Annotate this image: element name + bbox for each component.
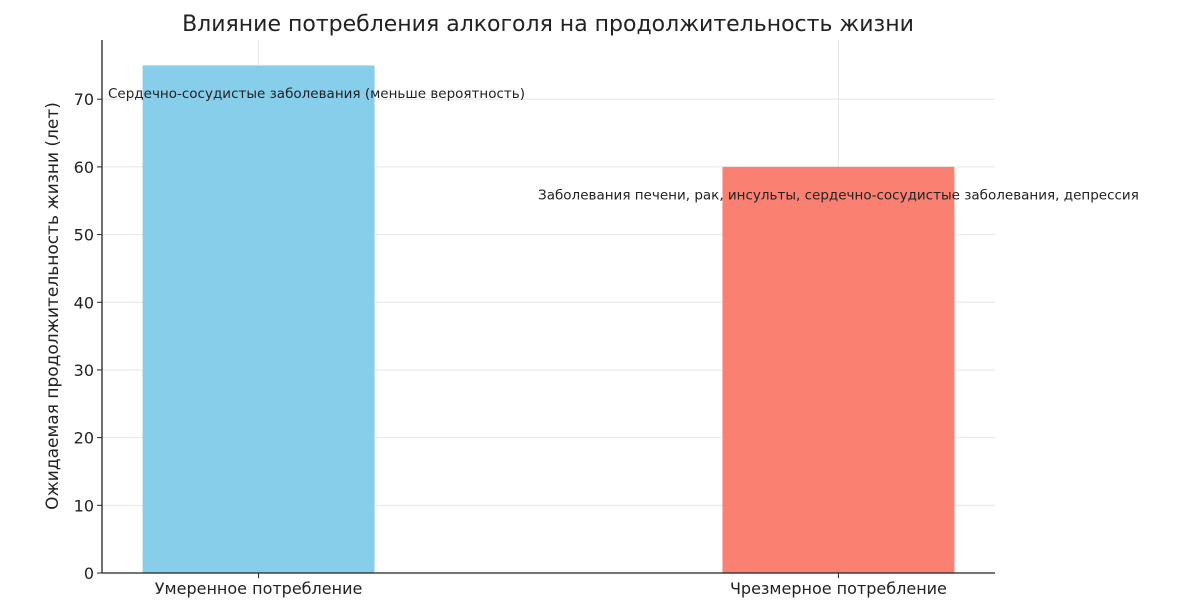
x-ticks: Умеренное потребление Чрезмерное потребле… — [155, 573, 947, 598]
bar — [142, 65, 375, 573]
y-tick-label: 50 — [74, 226, 94, 245]
y-tick-label: 70 — [74, 90, 94, 109]
axes — [101, 40, 995, 574]
y-tick-label: 60 — [74, 158, 94, 177]
bar — [722, 166, 955, 573]
bars — [142, 65, 955, 573]
x-tick-label: Чрезмерное потребление — [730, 579, 947, 598]
chart-title: Влияние потребления алкоголя на продолжи… — [182, 12, 914, 37]
annotation-text: Сердечно-сосудистые заболевания (меньше … — [108, 86, 525, 102]
y-tick-label: 40 — [74, 293, 94, 312]
annotation-text: Заболевания печени, рак, инсульты, серде… — [538, 188, 1139, 204]
y-tick-label: 30 — [74, 361, 94, 380]
y-axis-label: Ожидаемая продолжительность жизни (лет) — [43, 102, 63, 510]
y-tick-label: 20 — [74, 429, 94, 448]
y-ticks: 0 10 20 30 40 50 60 70 — [74, 90, 102, 583]
y-tick-label: 0 — [84, 564, 94, 583]
annotations: Сердечно-сосудистые заболевания (меньше … — [108, 86, 1139, 204]
x-tick-label: Умеренное потребление — [155, 579, 363, 598]
y-tick-label: 10 — [74, 496, 94, 515]
